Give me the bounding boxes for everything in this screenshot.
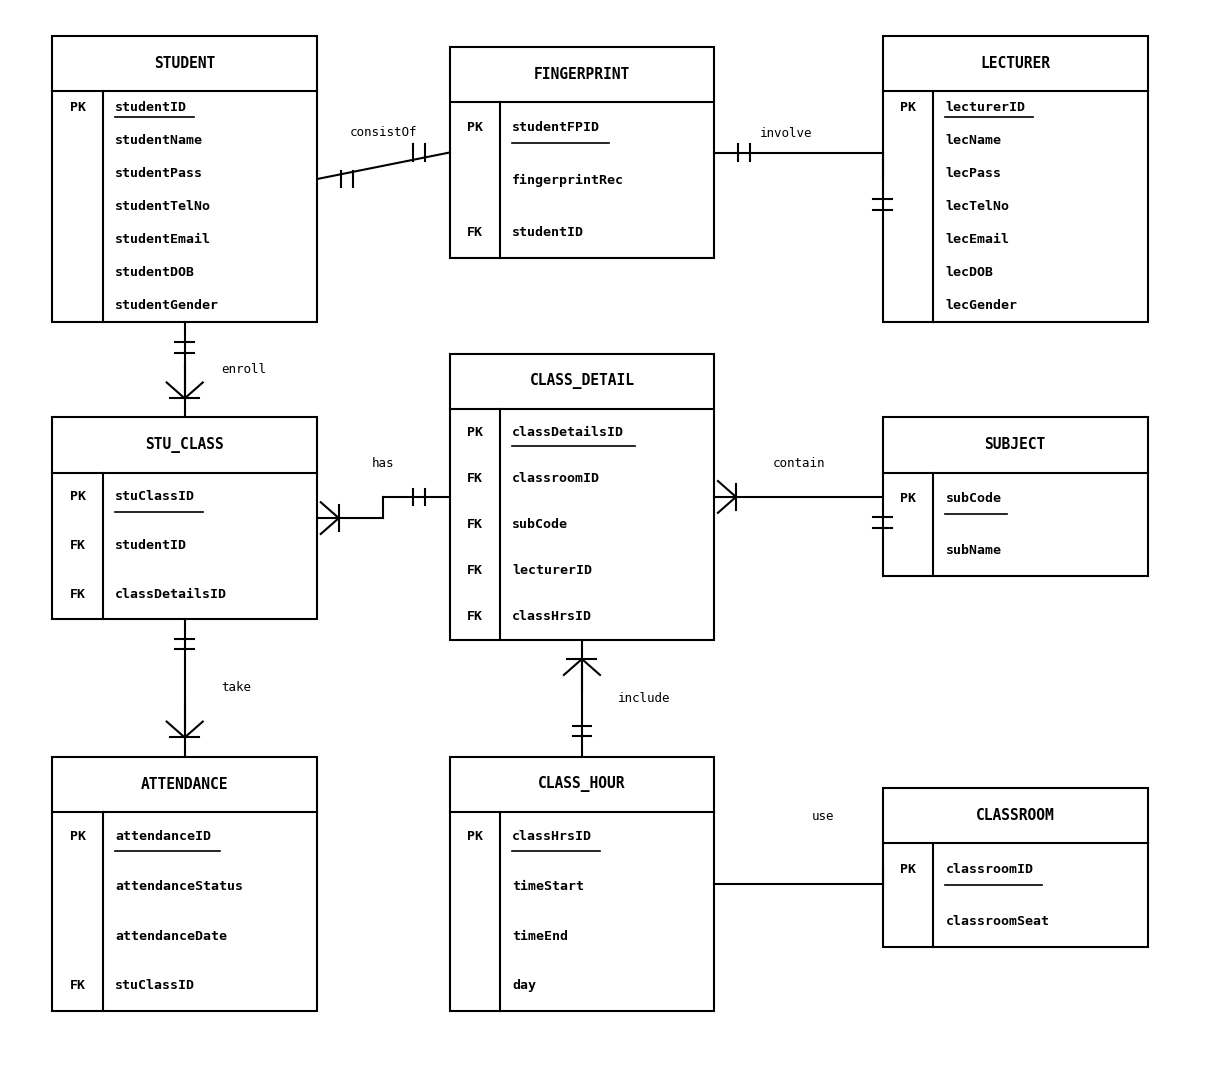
Text: lecTelNo: lecTelNo <box>945 200 1010 213</box>
Text: studentID: studentID <box>115 101 187 114</box>
Text: CLASS_HOUR: CLASS_HOUR <box>538 776 625 792</box>
Text: studentID: studentID <box>513 225 584 239</box>
Text: day: day <box>513 979 536 992</box>
Text: classDetailsID: classDetailsID <box>513 425 624 439</box>
Text: PK: PK <box>901 492 916 505</box>
Text: studentID: studentID <box>115 539 187 552</box>
Bar <box>52 756 318 1010</box>
Text: classHrsID: classHrsID <box>513 830 593 843</box>
Text: attendanceStatus: attendanceStatus <box>115 880 242 893</box>
Text: timeEnd: timeEnd <box>513 929 568 943</box>
Text: FK: FK <box>467 518 482 531</box>
Bar <box>450 354 714 640</box>
Text: lecPass: lecPass <box>945 167 1001 180</box>
Text: CLASS_DETAIL: CLASS_DETAIL <box>530 374 634 390</box>
Text: PK: PK <box>901 863 916 876</box>
Text: studentPass: studentPass <box>115 167 202 180</box>
Text: STU_CLASS: STU_CLASS <box>145 437 224 453</box>
Text: enroll: enroll <box>221 363 265 376</box>
Text: include: include <box>618 692 670 705</box>
Text: FK: FK <box>467 225 482 239</box>
Text: studentDOB: studentDOB <box>115 266 195 279</box>
Text: classroomID: classroomID <box>513 472 600 485</box>
Text: studentEmail: studentEmail <box>115 233 211 246</box>
Text: STUDENT: STUDENT <box>154 56 216 70</box>
Bar <box>450 756 714 1010</box>
Text: lecturerID: lecturerID <box>513 564 593 577</box>
Text: classDetailsID: classDetailsID <box>115 587 227 601</box>
Text: take: take <box>221 681 251 694</box>
Text: involve: involve <box>760 127 813 141</box>
Text: lecGender: lecGender <box>945 299 1017 312</box>
Text: classroomSeat: classroomSeat <box>945 915 1050 928</box>
Text: FK: FK <box>69 979 86 992</box>
Text: lecEmail: lecEmail <box>945 233 1010 246</box>
Text: PK: PK <box>467 425 482 439</box>
Text: PK: PK <box>69 490 86 503</box>
Text: subName: subName <box>945 544 1001 556</box>
Text: SUBJECT: SUBJECT <box>984 438 1046 453</box>
Text: contain: contain <box>772 457 825 470</box>
Text: LECTURER: LECTURER <box>981 56 1051 70</box>
Text: lecturerID: lecturerID <box>945 101 1025 114</box>
Text: ATTENDANCE: ATTENDANCE <box>141 776 229 791</box>
Text: PK: PK <box>467 122 482 135</box>
Text: timeStart: timeStart <box>513 880 584 893</box>
Text: studentName: studentName <box>115 135 202 147</box>
Text: classHrsID: classHrsID <box>513 611 593 624</box>
Text: PK: PK <box>69 101 86 114</box>
Text: lecName: lecName <box>945 135 1001 147</box>
Text: consistOf: consistOf <box>349 126 417 139</box>
Text: studentFPID: studentFPID <box>513 122 600 135</box>
Text: PK: PK <box>69 830 86 843</box>
Text: FK: FK <box>467 564 482 577</box>
Text: subCode: subCode <box>945 492 1001 505</box>
Bar <box>450 47 714 258</box>
Text: stuClassID: stuClassID <box>115 490 195 503</box>
Bar <box>882 788 1148 947</box>
Bar <box>52 36 318 323</box>
Bar <box>882 36 1148 323</box>
Text: studentGender: studentGender <box>115 299 219 312</box>
Text: FK: FK <box>467 472 482 485</box>
Text: PK: PK <box>901 101 916 114</box>
Text: has: has <box>372 457 395 470</box>
Text: studentTelNo: studentTelNo <box>115 200 211 213</box>
Bar <box>52 418 318 618</box>
Text: lecDOB: lecDOB <box>945 266 994 279</box>
Bar <box>882 418 1148 577</box>
Text: CLASSROOM: CLASSROOM <box>976 808 1054 823</box>
Text: FINGERPRINT: FINGERPRINT <box>533 66 630 81</box>
Text: fingerprintRec: fingerprintRec <box>513 173 624 187</box>
Text: subCode: subCode <box>513 518 568 531</box>
Text: FK: FK <box>69 587 86 601</box>
Text: attendanceID: attendanceID <box>115 830 211 843</box>
Text: stuClassID: stuClassID <box>115 979 195 992</box>
Text: attendanceDate: attendanceDate <box>115 929 227 943</box>
Text: FK: FK <box>69 539 86 552</box>
Text: classroomID: classroomID <box>945 863 1034 876</box>
Text: PK: PK <box>467 830 482 843</box>
Text: use: use <box>811 810 834 822</box>
Text: FK: FK <box>467 611 482 624</box>
